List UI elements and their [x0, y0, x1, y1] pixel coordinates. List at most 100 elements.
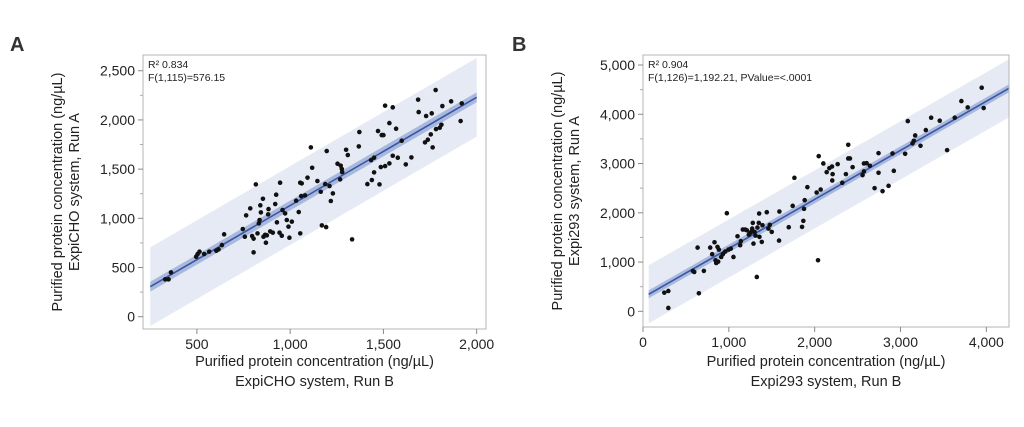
data-point [293, 198, 299, 204]
data-point [365, 181, 370, 187]
data-point [221, 232, 227, 237]
x-axis-label: Purified protein concentration (ng/µL) [195, 354, 434, 370]
data-point [162, 277, 168, 282]
stats-text: R² 0.904 [648, 59, 688, 71]
data-point [318, 189, 324, 195]
data-point [277, 180, 283, 186]
fit-line [149, 96, 478, 288]
x-tick-label: 4,000 [969, 334, 1004, 350]
data-point [415, 97, 421, 102]
data-point [707, 245, 713, 250]
data-point [918, 143, 923, 149]
y-tick-label: 2,000 [100, 112, 135, 128]
data-point [168, 270, 174, 275]
x-tick-label: 500 [185, 336, 209, 352]
data-point [279, 233, 285, 239]
data-point [814, 190, 819, 195]
data-point [272, 201, 278, 207]
data-point [243, 213, 249, 218]
plot-frame [142, 54, 487, 330]
y-tick-label: 4,000 [600, 106, 635, 122]
data-point [345, 152, 351, 158]
data-point [816, 153, 822, 159]
data-point [666, 288, 671, 294]
y-tick-label: 1,000 [600, 254, 635, 270]
data-point [777, 209, 782, 214]
data-point [296, 209, 302, 215]
data-point [459, 101, 465, 106]
panel-label: B [512, 34, 526, 56]
data-point [390, 153, 396, 159]
data-point [448, 99, 454, 104]
data-point [382, 103, 388, 108]
data-point [270, 230, 276, 235]
data-point [289, 219, 295, 224]
data-point [923, 127, 929, 133]
x-tick-label: 1,500 [366, 336, 401, 352]
data-point [206, 249, 212, 254]
data-point [274, 220, 280, 225]
data-point [253, 182, 259, 187]
data-point [382, 163, 388, 169]
y-tick-label: 5,000 [600, 57, 635, 73]
data-point [299, 181, 305, 186]
x-tick-label: 2,000 [459, 336, 494, 352]
data-point [880, 188, 885, 194]
data-point [258, 203, 263, 208]
y-axis-label: Purified protein concentration (ng/µL) [50, 73, 66, 312]
data-point [847, 156, 853, 161]
data-point [423, 113, 429, 119]
data-point [387, 161, 392, 166]
data-point [263, 240, 269, 246]
data-point [738, 238, 744, 244]
data-point [327, 183, 332, 189]
data-point [860, 172, 865, 178]
data-point [890, 151, 895, 156]
data-point [339, 169, 345, 175]
x-tick-label: 3,000 [883, 334, 918, 350]
data-point [661, 290, 667, 295]
data-point [912, 133, 918, 138]
data-point [286, 224, 291, 229]
data-point [735, 233, 740, 239]
data-point [748, 229, 754, 235]
data-point [330, 191, 336, 196]
data-point [776, 238, 782, 243]
data-point [315, 178, 320, 184]
data-point [840, 180, 845, 186]
data-point [872, 185, 877, 191]
y-tick-label: 1,000 [100, 210, 135, 226]
data-point [273, 192, 279, 198]
data-point [282, 211, 288, 216]
x-axis-label: Purified protein concentration (ng/µL) [707, 354, 946, 370]
plot-frame [642, 54, 1010, 328]
data-point [801, 206, 807, 212]
data-point [216, 247, 221, 252]
data-point [753, 233, 758, 238]
y-axis-label: Expi293 system, Run A [567, 116, 583, 266]
data-point [390, 105, 396, 110]
y-tick-label: 3,000 [600, 156, 635, 172]
data-point [792, 175, 797, 181]
y-axis-label: ExpiCHO system, Run A [67, 113, 83, 271]
y-tick-label: 2,500 [100, 63, 135, 79]
data-point [251, 236, 256, 241]
data-point [752, 229, 757, 235]
data-point [952, 115, 958, 121]
data-point [928, 115, 934, 121]
data-point [724, 210, 730, 216]
data-point [876, 170, 881, 176]
data-point [428, 132, 434, 137]
data-point [319, 223, 325, 228]
data-point [691, 269, 697, 275]
x-tick-label: 0 [639, 334, 647, 350]
data-point [297, 231, 303, 236]
data-point [751, 241, 756, 246]
data-point [287, 235, 292, 240]
data-point [786, 224, 792, 230]
data-point [255, 231, 260, 236]
y-tick-label: 1,500 [100, 161, 135, 177]
data-point [799, 224, 805, 230]
data-point [242, 234, 248, 240]
data-point [830, 171, 835, 177]
